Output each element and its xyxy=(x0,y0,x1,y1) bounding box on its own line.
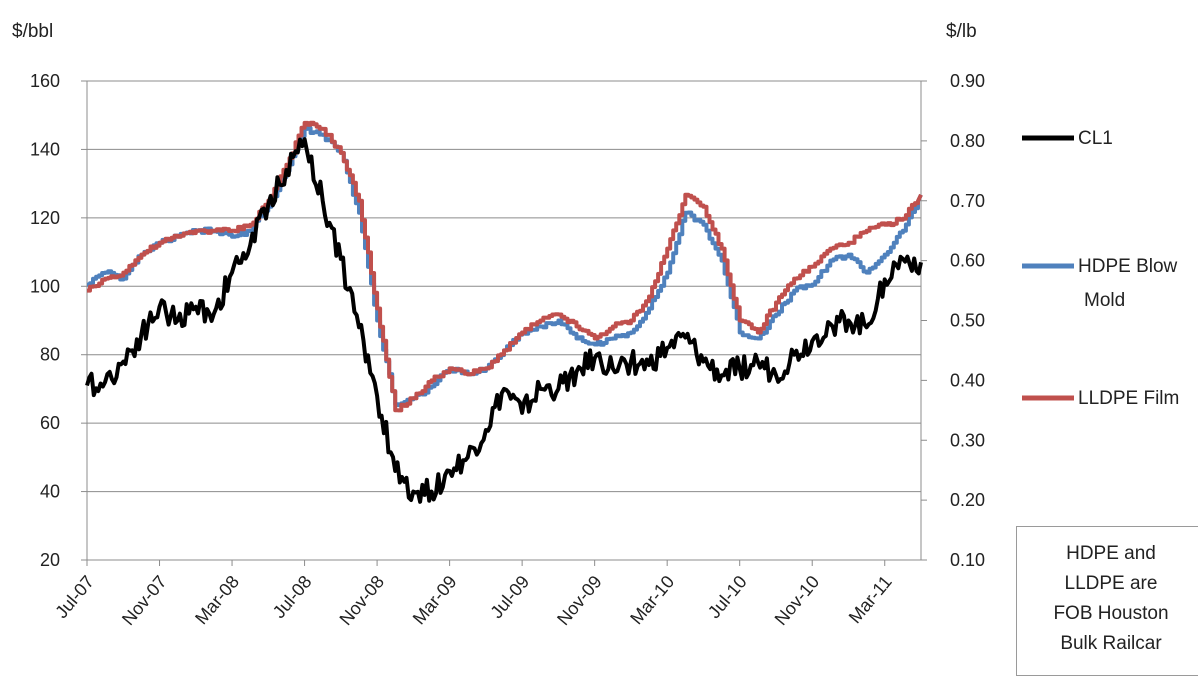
right-tick-label: 0.60 xyxy=(950,251,985,271)
left-tick-label: 120 xyxy=(30,208,60,228)
legend: CL1 HDPE Blow Mold LLDPE Film xyxy=(1022,128,1179,409)
left-tick-label: 20 xyxy=(40,550,60,570)
series-line-lldpe-film xyxy=(87,120,923,413)
x-tick-label: Jul-08 xyxy=(269,572,316,622)
x-tick-label: Mar-11 xyxy=(845,572,896,628)
right-axis-label: $/lb xyxy=(946,21,977,42)
note-line-2: LLDPE are xyxy=(1064,573,1158,594)
note-line-1: HDPE and xyxy=(1066,543,1156,564)
right-tick-label: 0.50 xyxy=(950,311,985,331)
right-axis-ticks: 0.90 0.80 0.70 0.60 0.50 0.40 0.30 0.20 0.10 xyxy=(921,71,985,570)
x-tick-label: Nov-09 xyxy=(553,572,606,629)
right-tick-label: 0.10 xyxy=(950,550,985,570)
left-tick-label: 80 xyxy=(40,345,60,365)
x-tick-label: Jul-10 xyxy=(704,572,751,622)
legend-label-hdpe-2: Mold xyxy=(1084,290,1125,311)
left-axis-ticks: 160 140 120 100 80 60 40 20 xyxy=(30,71,87,570)
legend-label-lldpe: LLDPE Film xyxy=(1078,388,1179,409)
x-tick-label: Mar-09 xyxy=(409,572,461,629)
right-tick-label: 0.70 xyxy=(950,191,985,211)
right-tick-label: 0.80 xyxy=(950,131,985,151)
left-tick-label: 40 xyxy=(40,482,60,502)
x-tick-label: Nov-10 xyxy=(771,572,824,629)
x-tick-label: Nov-08 xyxy=(336,572,389,629)
x-axis-ticks: Jul-07 Nov-07 Mar-08 Jul-08 Nov-08 Mar-09 Jul-… xyxy=(51,560,896,629)
left-tick-label: 160 xyxy=(30,71,60,91)
right-tick-label: 0.30 xyxy=(950,430,985,450)
series-layer xyxy=(85,120,923,504)
series-line-hdpe-blow-mold xyxy=(87,126,923,408)
right-tick-label: 0.90 xyxy=(950,71,985,91)
note-box: HDPE and LLDPE are FOB Houston Bulk Rail… xyxy=(1016,526,1198,676)
x-tick-label: Mar-08 xyxy=(191,572,243,629)
left-tick-label: 60 xyxy=(40,413,60,433)
left-tick-label: 100 xyxy=(30,276,60,296)
x-tick-label: Jul-07 xyxy=(51,572,98,622)
legend-label-hdpe-1: HDPE Blow xyxy=(1078,256,1178,277)
series-line-cl1 xyxy=(85,137,923,504)
x-tick-label: Jul-09 xyxy=(486,572,533,622)
note-line-3: FOB Houston xyxy=(1053,603,1169,624)
x-tick-label: Mar-10 xyxy=(626,572,678,629)
right-tick-label: 0.40 xyxy=(950,370,985,390)
left-axis-label: $/bbl xyxy=(12,21,53,42)
note-line-4: Bulk Railcar xyxy=(1060,633,1162,654)
gridlines xyxy=(86,80,922,561)
left-tick-label: 140 xyxy=(30,139,60,159)
right-tick-label: 0.20 xyxy=(950,490,985,510)
x-tick-label: Nov-07 xyxy=(118,572,171,629)
legend-label-cl1: CL1 xyxy=(1078,128,1113,149)
